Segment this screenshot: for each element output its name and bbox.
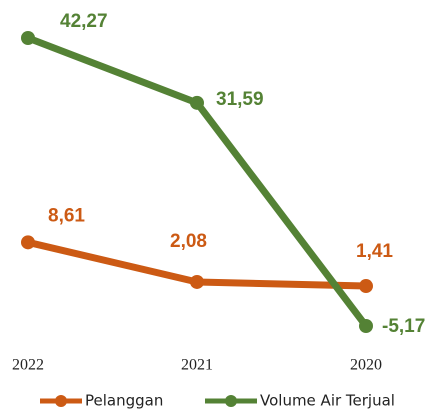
x-tick-label: 2022 xyxy=(12,357,44,374)
legend-marker xyxy=(225,395,237,407)
x-tick-label: 2021 xyxy=(181,357,213,374)
x-tick-label: 2020 xyxy=(350,357,382,374)
marker xyxy=(359,279,373,294)
data-label: -5,17 xyxy=(382,316,425,337)
marker xyxy=(359,319,373,333)
marker xyxy=(21,31,35,45)
legend-marker xyxy=(55,395,67,407)
data-label: 1,41 xyxy=(356,241,393,262)
data-label: 8,61 xyxy=(48,205,85,226)
data-label: 2,08 xyxy=(170,231,207,252)
legend-label: Pelanggan xyxy=(85,392,163,410)
data-label: 31,59 xyxy=(216,89,264,110)
data-label: 42,27 xyxy=(60,11,108,32)
legend-label: Volume Air Terjual xyxy=(260,392,395,410)
marker xyxy=(190,95,204,110)
marker xyxy=(190,274,204,289)
marker xyxy=(21,235,35,250)
